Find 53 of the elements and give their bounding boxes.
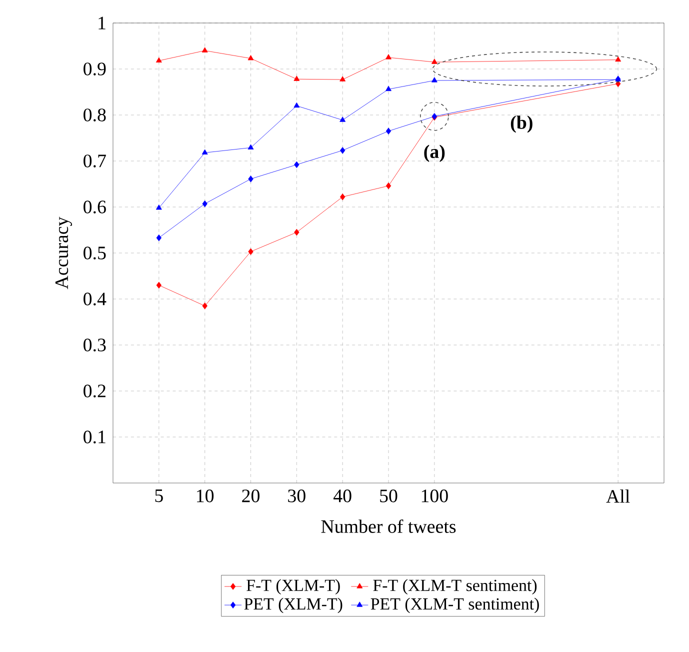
- y-tick-label: 0.5: [84, 246, 106, 260]
- point: [156, 204, 162, 210]
- point: [202, 47, 208, 52]
- y-tick-label: 0.7: [84, 154, 106, 168]
- x-tick-label: All: [606, 490, 630, 503]
- x-tick-label: 100: [422, 490, 448, 502]
- point: [202, 149, 208, 155]
- y-tick-label: 0.6: [84, 200, 106, 214]
- y-tick-label: 0.8: [84, 108, 106, 122]
- y-tick-label: 1: [98, 16, 106, 30]
- point: [294, 76, 300, 81]
- annotation: (b): [510, 116, 532, 133]
- x-tick-label: 20: [242, 490, 260, 502]
- y-tick-label: 0.1: [84, 430, 106, 444]
- x-tick-label: 50: [380, 490, 398, 502]
- point: [294, 228, 300, 236]
- point: [294, 102, 300, 108]
- point: [248, 248, 254, 256]
- point: [386, 54, 392, 60]
- point: [431, 58, 438, 64]
- x-tick-label: 30: [288, 490, 306, 502]
- x-tick-label: 10: [197, 490, 214, 502]
- point: [202, 200, 208, 208]
- point: [340, 76, 346, 82]
- point: [386, 86, 392, 92]
- legend-label: PET (XLM-T): [244, 598, 342, 614]
- annotation: (a): [424, 144, 445, 162]
- point: [340, 147, 346, 154]
- point: [248, 144, 254, 150]
- x-tick-label: 40: [333, 490, 352, 502]
- y-tick-label: 0.9: [84, 62, 106, 76]
- point: [294, 161, 300, 168]
- point: [248, 55, 254, 60]
- y-tick-label: 0.3: [84, 338, 106, 352]
- point: [340, 193, 346, 200]
- point: [156, 282, 162, 289]
- legend-label: PET (XLM-T sentiment): [370, 598, 539, 614]
- point: [386, 182, 392, 190]
- point: [202, 302, 208, 310]
- y-axis-title: Accuracy: [55, 216, 72, 290]
- y-tick-label: 0.2: [84, 384, 106, 398]
- point: [248, 176, 254, 182]
- point: [386, 128, 392, 134]
- point: [156, 57, 162, 63]
- point: [156, 234, 162, 242]
- y-tick-label: 0.4: [84, 292, 106, 306]
- point: [615, 56, 622, 62]
- x-axis-title: Number of tweets: [321, 519, 456, 533]
- x-tick-label: 5: [155, 490, 163, 502]
- legend-label: F-T (XLM-T sentiment): [373, 579, 537, 595]
- legend-label: F-T (XLM-T): [246, 579, 340, 595]
- point: [340, 116, 346, 122]
- point: [431, 77, 438, 82]
